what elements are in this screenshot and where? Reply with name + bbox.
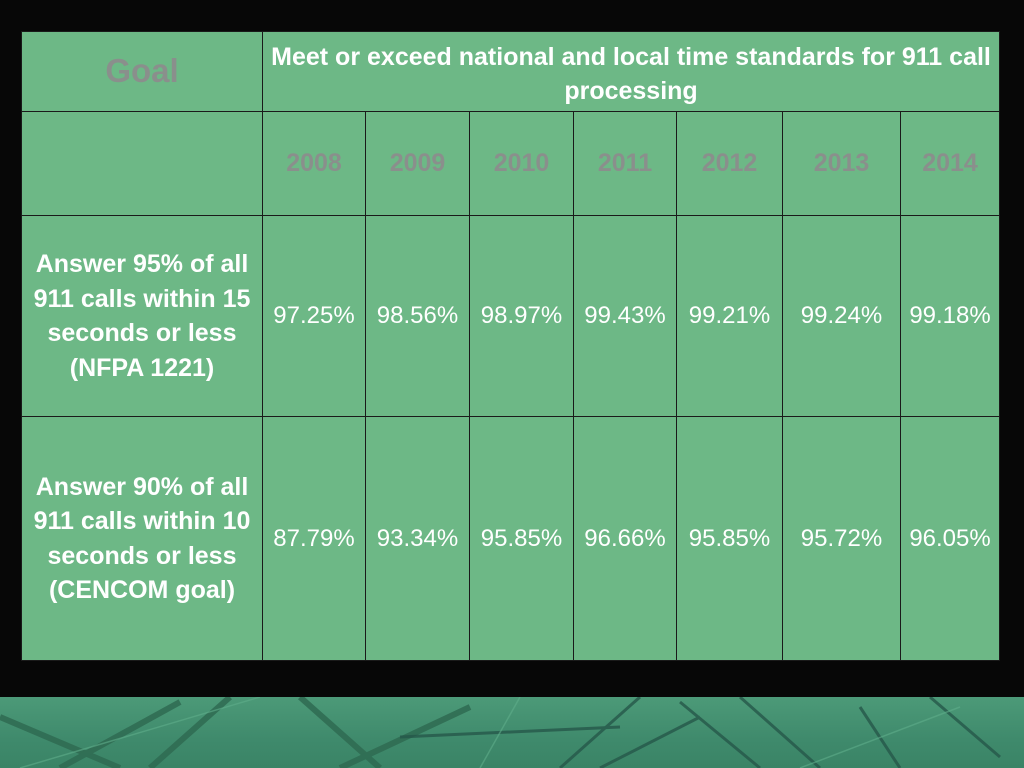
metric-label-cencom: Answer 90% of all 911 calls within 10 se…: [21, 416, 263, 661]
year-2012: 2012: [676, 111, 783, 216]
value-cell: 96.05%: [899, 416, 1001, 661]
value-cell: 99.24%: [782, 215, 901, 417]
value-cell: 87.79%: [262, 416, 366, 661]
value-cell: 96.66%: [573, 416, 677, 661]
value-cell: 95.85%: [676, 416, 783, 661]
value-cell: 98.56%: [365, 215, 470, 417]
year-header-row: 2008 2009 2010 2011 2012 2013 2014: [21, 111, 1001, 216]
goal-text: Meet or exceed national and local time s…: [261, 31, 1001, 112]
value-cell: 99.18%: [899, 215, 1001, 417]
goal-label: Goal: [21, 31, 263, 112]
table-row: Answer 95% of all 911 calls within 15 se…: [21, 215, 1001, 417]
value-cell: 95.85%: [469, 416, 574, 661]
value-cell: 98.97%: [469, 215, 574, 417]
value-cell: 97.25%: [262, 215, 366, 417]
year-2009: 2009: [365, 111, 470, 216]
goal-row: Goal Meet or exceed national and local t…: [21, 31, 1001, 112]
value-cell: 93.34%: [365, 416, 470, 661]
value-cell: 95.72%: [782, 416, 901, 661]
goal-table-container: Goal Meet or exceed national and local t…: [21, 31, 1001, 661]
goal-table: Goal Meet or exceed national and local t…: [21, 31, 1001, 661]
year-2011: 2011: [573, 111, 677, 216]
value-cell: 99.43%: [573, 215, 677, 417]
radio-tower-photo: [0, 697, 1024, 768]
year-2008: 2008: [262, 111, 366, 216]
table-row: Answer 90% of all 911 calls within 10 se…: [21, 416, 1001, 661]
year-header-blank: [21, 111, 263, 216]
metric-label-nfpa: Answer 95% of all 911 calls within 15 se…: [21, 215, 263, 417]
value-cell: 99.21%: [676, 215, 783, 417]
year-2010: 2010: [469, 111, 574, 216]
year-2014: 2014: [899, 111, 1001, 216]
tower-silhouette-icon: [0, 697, 1001, 768]
year-2013: 2013: [782, 111, 901, 216]
